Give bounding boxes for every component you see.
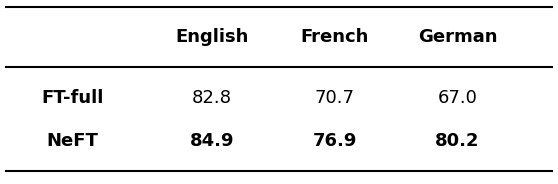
Text: English: English <box>175 28 249 46</box>
Text: German: German <box>418 28 497 46</box>
Text: 80.2: 80.2 <box>435 132 480 150</box>
Text: NeFT: NeFT <box>47 132 98 150</box>
Text: French: French <box>301 28 369 46</box>
Text: 70.7: 70.7 <box>315 89 355 107</box>
Text: 84.9: 84.9 <box>190 132 234 150</box>
Text: FT-full: FT-full <box>41 89 104 107</box>
Text: 82.8: 82.8 <box>192 89 232 107</box>
Text: 76.9: 76.9 <box>312 132 357 150</box>
Text: 67.0: 67.0 <box>437 89 478 107</box>
